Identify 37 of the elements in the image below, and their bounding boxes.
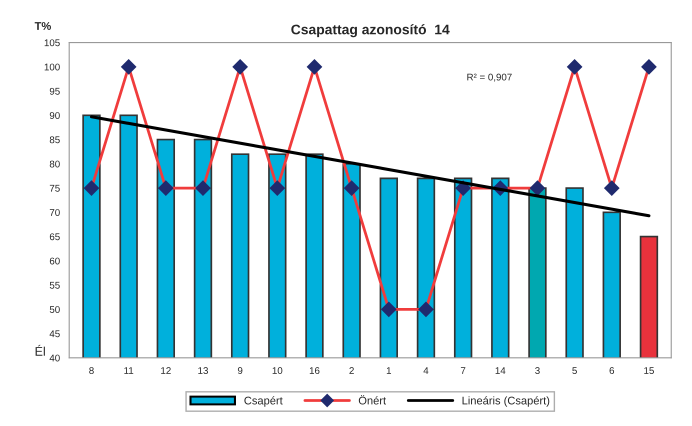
x-tick-label: 15 xyxy=(644,367,654,374)
x-tick-label: 14 xyxy=(496,367,506,374)
y-tick-label: 40 xyxy=(50,354,60,362)
legend-label: Önért xyxy=(358,395,386,405)
y-tick-label: 95 xyxy=(50,88,60,95)
x-tick-label: 5 xyxy=(572,367,577,374)
y-tick-label: 100 xyxy=(44,64,60,70)
x-tick-label: 9 xyxy=(238,367,242,374)
chart-title: Csapattag azonosító 14 xyxy=(291,24,450,38)
x-tick-label: 13 xyxy=(198,367,208,374)
x-tick-label: 3 xyxy=(535,367,540,374)
y-tick-label: 105 xyxy=(44,39,60,46)
x-tick-label: 2 xyxy=(349,367,354,374)
x-axis-title: Él xyxy=(36,344,45,356)
legend-label: Csapért xyxy=(244,396,283,407)
y-tick-label: 75 xyxy=(50,184,60,192)
x-tick-label: 1 xyxy=(386,367,392,374)
y-tick-label: 50 xyxy=(50,306,60,313)
x-tick-label: 4 xyxy=(423,367,428,374)
y-tick-label: 90 xyxy=(50,112,60,119)
x-tick-label: 8 xyxy=(89,367,94,374)
y-tick-label: 60 xyxy=(50,258,60,264)
y-tick-label: 70 xyxy=(50,209,60,216)
y-tick-label: 45 xyxy=(50,330,60,338)
y-tick-label: 80 xyxy=(50,160,60,168)
x-tick-label: 12 xyxy=(161,367,171,374)
annotation: R² = 0,907 xyxy=(467,74,512,82)
x-tick-label: 11 xyxy=(124,367,134,374)
y-tick-label: 85 xyxy=(50,136,60,144)
legend-label: Lineáris (Csapért) xyxy=(462,396,550,407)
x-tick-label: 6 xyxy=(610,367,614,374)
x-tick-label: 7 xyxy=(460,367,466,374)
y-tick-label: 55 xyxy=(50,282,60,289)
y-tick-label: 65 xyxy=(50,233,60,240)
x-tick-label: 10 xyxy=(272,367,282,374)
x-tick-label: 16 xyxy=(310,367,320,374)
y-axis-title: T% xyxy=(34,22,51,30)
